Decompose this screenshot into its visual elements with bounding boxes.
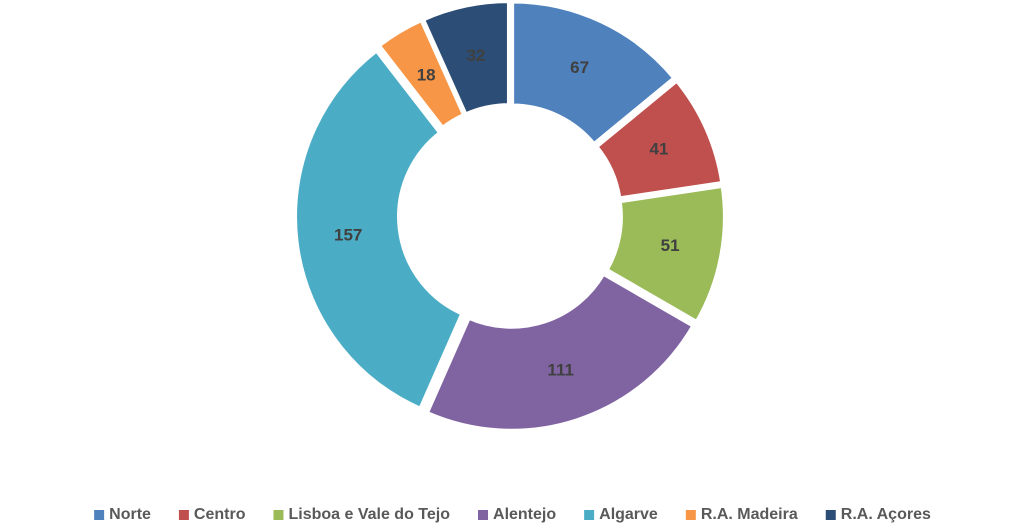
- legend-label: Lisboa e Vale do Tejo: [288, 506, 450, 523]
- legend-label: R.A. Madeira: [701, 506, 798, 523]
- legend-label: Norte: [109, 506, 151, 523]
- legend-label: Centro: [194, 506, 246, 523]
- data-label: 157: [334, 225, 362, 244]
- donut-slice: [424, 271, 697, 433]
- legend-swatch: [825, 510, 836, 520]
- donut-slice: [593, 77, 725, 201]
- legend-swatch: [273, 510, 284, 520]
- legend-label: R.A. Açores: [841, 506, 931, 523]
- donut-slice: [293, 47, 465, 412]
- data-label: 67: [570, 58, 589, 77]
- donut-slice: [420, 0, 511, 118]
- data-label: 32: [466, 46, 485, 65]
- legend-label: Algarve: [599, 506, 658, 523]
- data-label: 111: [547, 360, 574, 379]
- data-label: 51: [661, 236, 680, 255]
- legend-swatch: [178, 510, 189, 520]
- legend-label: Alentejo: [493, 506, 556, 523]
- data-label: 18: [417, 66, 436, 85]
- legend-swatch: [94, 510, 105, 520]
- data-label: 41: [649, 139, 668, 158]
- legend: Norte Centro Lisboa e Vale do Tejo Alentejo…: [94, 506, 931, 523]
- donut-slice: [603, 183, 727, 325]
- donut-slice: [510, 0, 678, 147]
- legend-swatch: [685, 510, 696, 520]
- legend-swatch: [478, 510, 489, 520]
- legend-swatch: [584, 510, 595, 520]
